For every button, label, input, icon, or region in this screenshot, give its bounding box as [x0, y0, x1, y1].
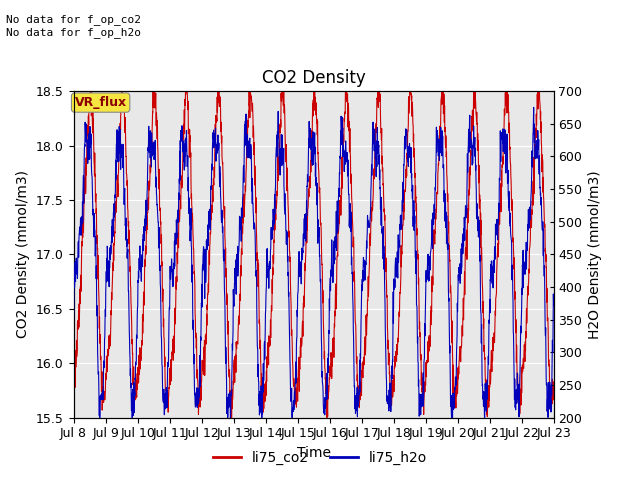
Title: CO2 Density: CO2 Density — [262, 69, 365, 87]
Text: No data for f_op_co2
No data for f_op_h2o: No data for f_op_co2 No data for f_op_h2… — [6, 14, 141, 38]
Legend: li75_co2, li75_h2o: li75_co2, li75_h2o — [207, 445, 433, 471]
Y-axis label: H2O Density (mmol/m3): H2O Density (mmol/m3) — [588, 170, 602, 339]
Y-axis label: CO2 Density (mmol/m3): CO2 Density (mmol/m3) — [17, 170, 31, 338]
X-axis label: Time: Time — [296, 446, 331, 460]
Text: VR_flux: VR_flux — [74, 96, 127, 109]
